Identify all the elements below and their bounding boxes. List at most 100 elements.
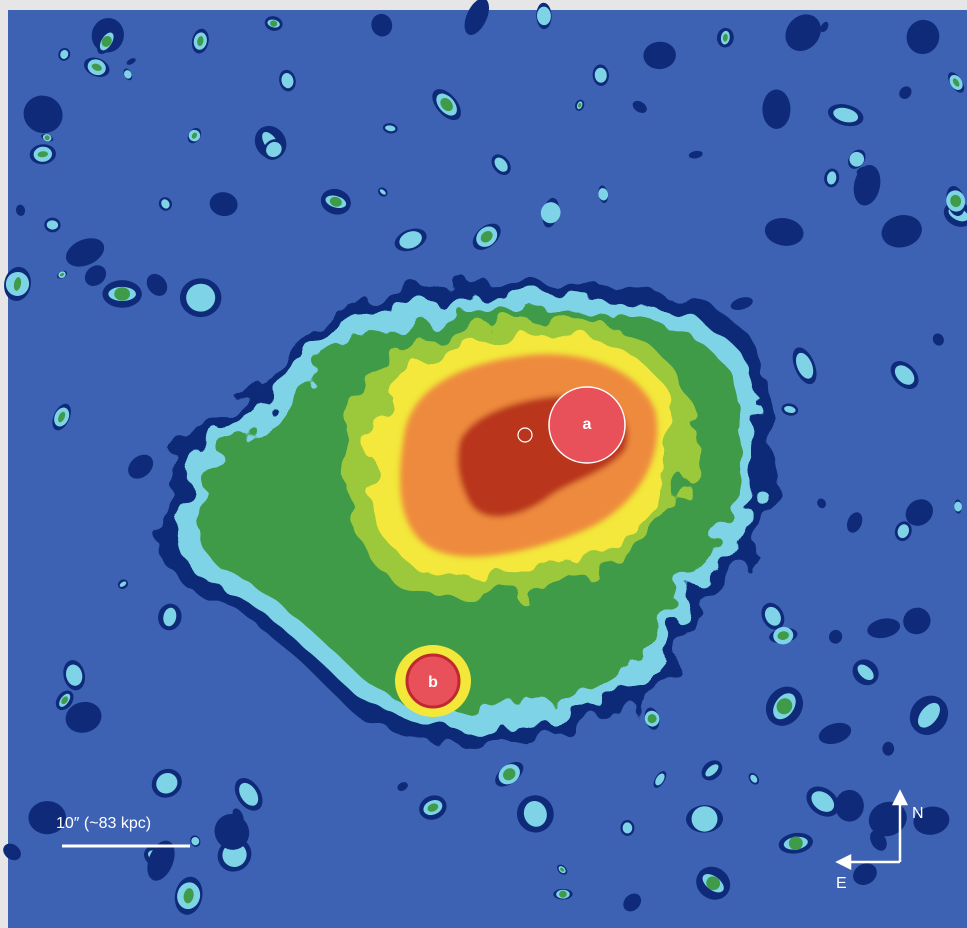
speck — [811, 791, 835, 812]
speck — [191, 132, 198, 139]
speck — [764, 606, 781, 626]
speck — [917, 702, 940, 728]
speck — [537, 6, 551, 26]
speck — [913, 806, 950, 835]
speck — [101, 35, 112, 47]
speck — [598, 188, 609, 201]
speck — [828, 629, 843, 644]
speck — [523, 800, 547, 827]
speck — [750, 774, 758, 783]
speck — [385, 125, 396, 132]
speck — [835, 789, 864, 822]
speck — [643, 41, 676, 70]
compass-label: E — [836, 875, 847, 892]
speck — [722, 33, 728, 42]
speck — [623, 893, 642, 912]
speck — [379, 189, 386, 195]
speck — [730, 297, 753, 311]
speck — [559, 890, 567, 898]
speck — [124, 70, 132, 79]
speck — [764, 218, 804, 246]
speck — [44, 135, 50, 141]
speck — [868, 801, 907, 837]
speck — [214, 814, 250, 850]
speck — [706, 876, 721, 891]
speck — [128, 454, 154, 479]
speck — [281, 73, 294, 89]
speck — [60, 49, 69, 59]
speck — [502, 768, 516, 781]
speck — [494, 157, 508, 172]
speck — [126, 58, 136, 65]
speck — [183, 888, 194, 904]
speck — [440, 97, 453, 112]
speck — [578, 103, 582, 108]
speck — [647, 714, 657, 724]
compass-label: N — [912, 805, 924, 822]
speck — [13, 277, 22, 291]
speck — [37, 151, 49, 158]
speck — [28, 801, 66, 835]
speck — [622, 822, 633, 834]
speck — [881, 215, 922, 248]
arrow-head — [891, 789, 909, 806]
speck — [329, 196, 342, 207]
speck — [427, 803, 439, 812]
speck — [826, 171, 837, 185]
speck — [239, 782, 259, 806]
speck — [147, 840, 175, 881]
speck — [777, 631, 789, 640]
speck — [480, 231, 493, 243]
speck — [952, 78, 960, 87]
speck — [66, 238, 105, 267]
speck — [60, 273, 65, 277]
speck — [905, 499, 933, 526]
speck — [906, 19, 940, 55]
speck — [146, 273, 168, 296]
source-b — [405, 653, 461, 709]
speck — [119, 581, 127, 587]
speck — [833, 107, 859, 123]
speck — [894, 365, 915, 385]
speck — [540, 202, 561, 224]
speck — [46, 220, 59, 230]
speck — [846, 512, 863, 533]
speck — [882, 741, 895, 756]
source-a — [548, 386, 626, 464]
speck — [903, 607, 931, 635]
speck — [856, 166, 874, 177]
speck — [762, 89, 791, 129]
speck — [161, 199, 170, 209]
speck — [594, 67, 607, 83]
speck — [3, 843, 21, 861]
speck — [560, 867, 565, 872]
speck — [897, 524, 909, 539]
speck — [867, 618, 901, 639]
speck — [950, 194, 962, 208]
source-label: a — [583, 416, 592, 433]
speck — [209, 192, 238, 217]
speck — [186, 283, 216, 312]
speck — [58, 411, 66, 423]
scale-label: 10″ (~83 kpc) — [56, 815, 151, 832]
speck — [818, 722, 852, 745]
speck — [399, 231, 422, 249]
speck — [632, 100, 647, 113]
speck — [163, 607, 177, 627]
speck — [464, 0, 490, 36]
speck — [65, 701, 102, 733]
speck — [84, 265, 107, 286]
speck — [691, 806, 718, 832]
speck — [857, 664, 874, 681]
speck — [899, 86, 912, 99]
speck — [788, 836, 803, 851]
speck — [371, 13, 393, 37]
speck — [65, 664, 83, 686]
speck — [61, 696, 69, 705]
contour-ring — [517, 427, 533, 443]
speck — [853, 863, 877, 885]
speck — [785, 14, 821, 52]
speck — [776, 698, 793, 715]
